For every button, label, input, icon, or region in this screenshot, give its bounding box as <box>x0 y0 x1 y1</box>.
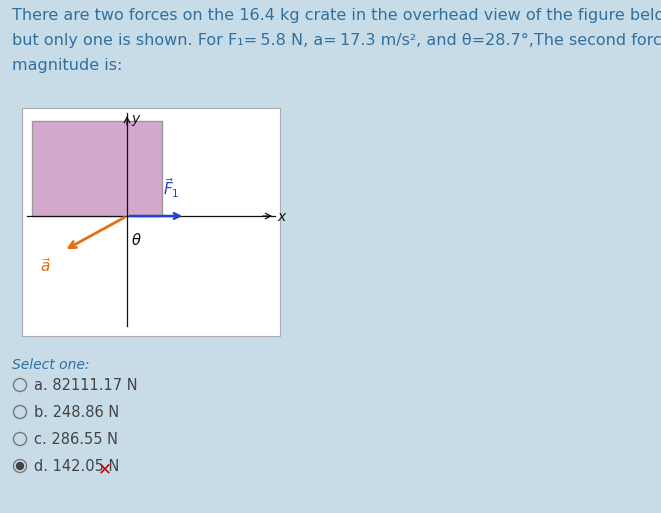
Text: $\vec{a}$: $\vec{a}$ <box>40 256 52 274</box>
Text: ✕: ✕ <box>98 460 112 478</box>
Text: c. 286.55 N: c. 286.55 N <box>34 432 118 447</box>
Text: $\vec{F}_1$: $\vec{F}_1$ <box>163 176 180 200</box>
Text: magnitude is:: magnitude is: <box>12 58 122 73</box>
Text: $\theta$: $\theta$ <box>131 232 141 248</box>
Text: y: y <box>131 112 139 126</box>
Text: Select one:: Select one: <box>12 358 89 372</box>
Bar <box>22 108 280 336</box>
Text: d. 142.05 N: d. 142.05 N <box>34 459 120 474</box>
Text: a. 82111.17 N: a. 82111.17 N <box>34 378 137 393</box>
Text: x: x <box>277 210 286 224</box>
Text: b. 248.86 N: b. 248.86 N <box>34 405 119 420</box>
Text: but only one is shown. For F₁= 5.8 N, a= 17.3 m/s², and θ=28.7°,The second force: but only one is shown. For F₁= 5.8 N, a=… <box>12 33 661 48</box>
Text: There are two forces on the 16.4 kg crate in the overhead view of the figure bel: There are two forces on the 16.4 kg crat… <box>12 8 661 23</box>
Circle shape <box>17 463 24 469</box>
Bar <box>32 121 162 216</box>
